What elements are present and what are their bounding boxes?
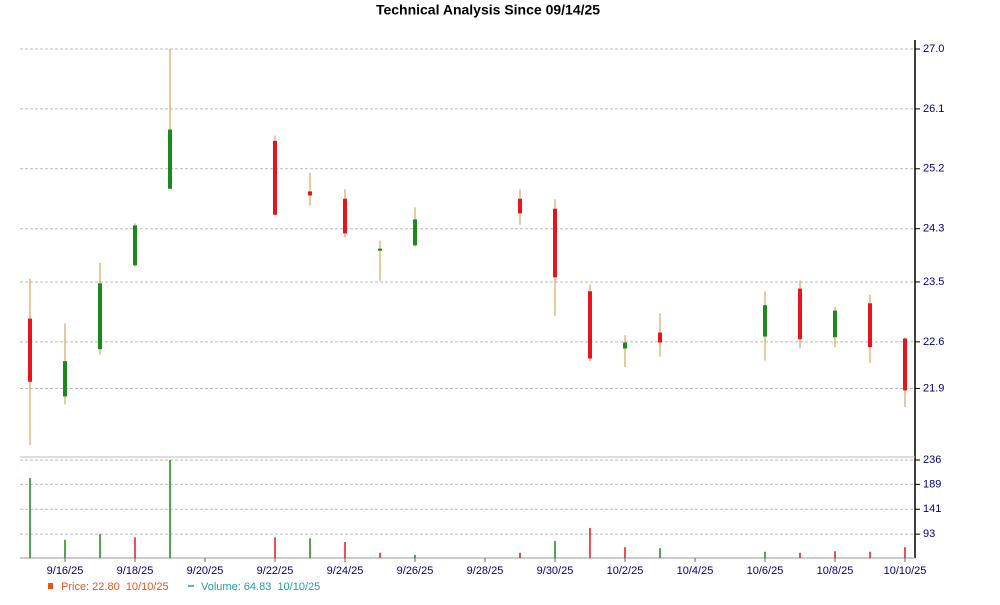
volume-bar [869,551,871,558]
y-tick-label: 26.1 [923,103,944,115]
volume-bar [29,478,31,558]
y-tick-label: 21.9 [923,382,944,394]
candle-body [308,191,312,196]
y-tick-label: 93 [923,528,935,540]
candle-body [868,303,872,348]
chart-title: Technical Analysis Since 09/14/25 [376,2,600,18]
candle-body [168,129,172,189]
candle-body [413,219,417,246]
candle-body [903,338,907,391]
volume-bar [414,554,416,558]
x-tick-label: 9/28/25 [467,565,504,577]
y-tick-label: 27.0 [923,43,944,55]
x-tick-label: 10/4/25 [677,565,714,577]
y-tick-label: 189 [923,478,941,490]
candle-body [133,225,137,266]
x-tick-label: 9/30/25 [537,565,574,577]
candle-body [518,198,522,214]
x-tick-label: 9/20/25 [187,565,224,577]
candle-body [553,208,557,278]
candle-body [98,283,102,350]
volume-bar [834,551,836,558]
volume-bar [134,537,136,558]
x-tick-label: 9/18/25 [117,565,154,577]
legend-marker [48,583,53,589]
x-tick-label: 10/10/25 [884,565,927,577]
x-tick-label: 9/16/25 [47,565,84,577]
x-tick-label: 9/24/25 [327,565,364,577]
volume-bar [764,551,766,558]
y-tick-label: 22.6 [923,336,944,348]
volume-bar [519,552,521,558]
volume-bar [904,547,906,558]
volume-bar [64,539,66,558]
volume-bar [799,552,801,558]
candle-body [63,361,67,397]
candle-body [658,332,662,343]
y-tick-label: 23.5 [923,276,944,288]
y-tick-label: 25.2 [923,163,944,175]
candle-body [588,291,592,359]
x-tick-label: 9/26/25 [397,565,434,577]
volume-bar [624,547,626,558]
candle-body [798,288,802,340]
candle-body [273,140,277,215]
x-tick-label: 10/6/25 [747,565,784,577]
legend-label: Volume: 64.83 10/10/25 [201,581,320,593]
volume-bar [274,537,276,558]
candle-body [623,342,627,349]
y-tick-label: 24.3 [923,223,944,235]
candle-body [378,248,382,251]
volume-bar [99,534,101,558]
candle-body [28,318,32,382]
y-tick-label: 141 [923,503,941,515]
candle-body [343,198,347,234]
x-tick-label: 10/2/25 [607,565,644,577]
volume-bar [379,552,381,558]
x-tick-label: 9/22/25 [257,565,294,577]
legend-label: Price: 22.80 10/10/25 [61,581,169,593]
volume-bar [554,540,556,558]
volume-bar [659,548,661,558]
volume-bar [169,460,171,558]
candle-body [763,305,767,337]
volume-bar [589,527,591,558]
y-tick-label: 236 [923,454,941,466]
volume-bar [344,541,346,558]
volume-bar [309,538,311,558]
candle-body [833,310,837,338]
x-tick-label: 10/8/25 [817,565,854,577]
